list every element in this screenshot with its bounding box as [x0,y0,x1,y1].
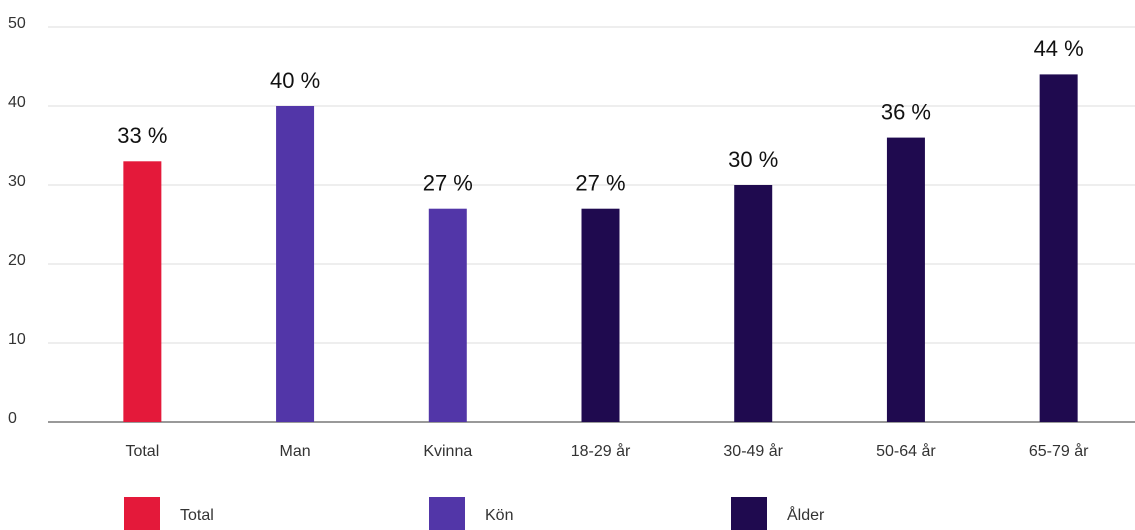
bar [886,137,925,422]
y-tick-label: 0 [8,410,17,427]
x-tick-label: Man [280,443,311,460]
data-label: 36 % [881,99,931,124]
data-label: 33 % [117,123,167,148]
data-label: 27 % [575,171,625,196]
bar [123,161,162,423]
y-tick-label: 20 [8,252,26,269]
x-tick-label: 18-29 år [571,442,631,460]
bar [276,106,315,422]
bar [581,208,620,422]
data-label: 27 % [423,171,473,196]
x-tick-label: Kvinna [423,443,472,460]
y-tick-label: 40 [8,94,26,111]
y-tick-label: 50 [8,15,26,32]
x-tick-label: 30-49 år [723,442,783,460]
x-tick-label: 50-64 år [876,442,936,460]
x-tick-label: 65-79 år [1029,442,1089,460]
data-label: 44 % [1034,36,1084,61]
legend-label: Kön [485,507,513,524]
legend-swatch [124,497,160,530]
legend-label: Total [180,507,214,524]
x-tick-label: Total [125,443,159,460]
bar [428,208,467,422]
bar [1039,74,1078,423]
legend-swatch [731,497,767,530]
y-tick-label: 10 [8,331,26,348]
legend-swatch [429,497,465,530]
legend-label: Ålder [787,505,825,524]
data-label: 40 % [270,68,320,93]
bar [734,185,773,422]
y-tick-label: 30 [8,173,26,190]
data-label: 30 % [728,147,778,172]
